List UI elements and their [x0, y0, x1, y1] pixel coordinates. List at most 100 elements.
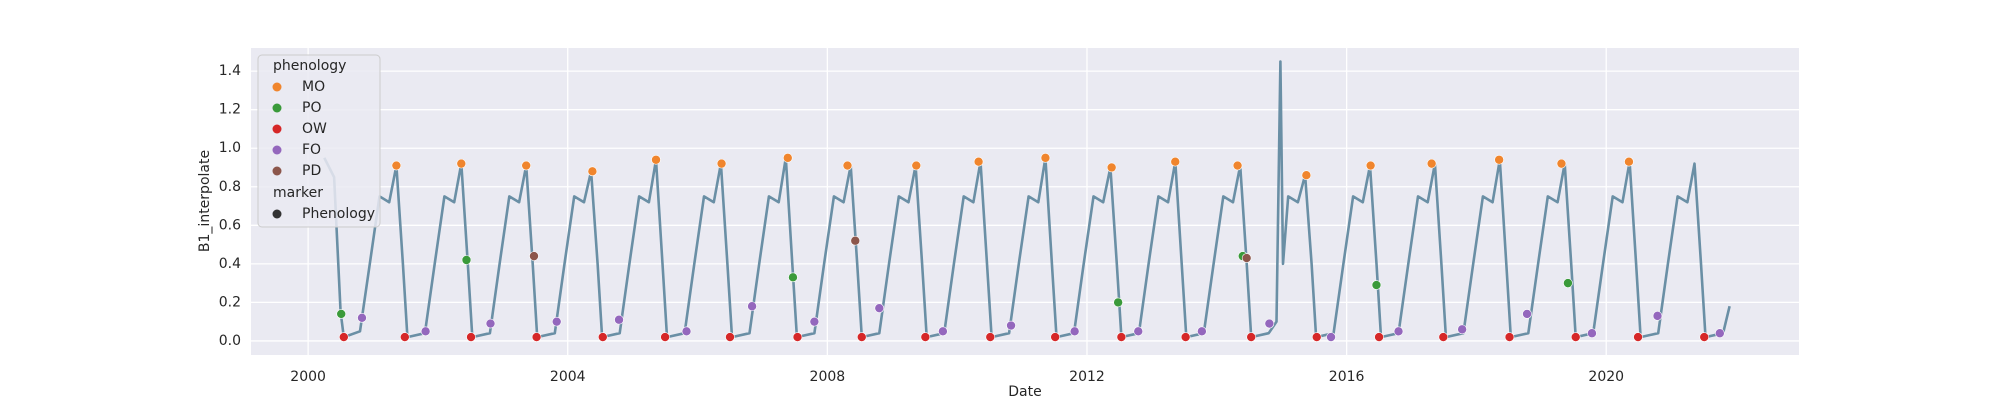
- phenology-point: [1633, 332, 1643, 342]
- x-tick-label: 2004: [550, 369, 586, 385]
- phenology-point: [920, 332, 931, 342]
- phenology-point: [938, 326, 948, 337]
- legend-marker: [272, 209, 282, 219]
- phenology-point: [1246, 332, 1256, 342]
- phenology-point: [1365, 160, 1376, 171]
- phenology-point: [788, 272, 798, 283]
- phenology-point: [587, 166, 598, 177]
- phenology-point: [1393, 326, 1404, 337]
- legend-title: marker: [273, 185, 323, 201]
- phenology-point: [1652, 311, 1663, 321]
- y-tick-label: 1.4: [219, 63, 241, 79]
- legend-marker: [272, 103, 282, 113]
- phenology-point: [551, 316, 562, 327]
- phenology-point: [1301, 170, 1312, 180]
- phenology-point: [1116, 332, 1127, 342]
- phenology-point: [1113, 297, 1123, 308]
- phenology-point: [1587, 328, 1597, 339]
- legend-marker: [272, 82, 282, 92]
- phenology-point: [1374, 332, 1384, 342]
- phenology-point: [1170, 156, 1181, 167]
- y-axis-label: B1_interpolate: [197, 150, 213, 252]
- legend-label: Phenology: [302, 206, 375, 222]
- phenology-point: [461, 255, 472, 265]
- phenology-point: [874, 303, 885, 313]
- data-line: [323, 60, 1731, 339]
- phenology-point: [597, 332, 608, 342]
- phenology-point: [1133, 326, 1144, 337]
- phenology-point: [1457, 324, 1467, 335]
- legend-label: PO: [302, 100, 321, 116]
- phenology-point: [1715, 328, 1725, 339]
- y-tick-label: 0.0: [219, 333, 241, 349]
- phenology-point: [1371, 280, 1382, 290]
- y-tick-label: 1.2: [219, 102, 241, 118]
- y-tick-label: 0.4: [219, 256, 241, 272]
- phenology-point: [747, 301, 757, 312]
- legend-marker: [272, 166, 282, 176]
- phenology-point: [420, 326, 431, 337]
- x-tick-label: 2000: [290, 369, 326, 385]
- phenology-point: [521, 160, 532, 171]
- phenology-point: [1522, 309, 1532, 319]
- phenology-point: [357, 313, 367, 323]
- phenology-point: [1069, 326, 1080, 337]
- legend-label: MO: [302, 79, 325, 95]
- phenology-point: [1264, 318, 1275, 329]
- phenology-point: [1624, 156, 1634, 167]
- phenology-point: [1438, 332, 1449, 342]
- phenology-point: [391, 160, 402, 171]
- phenology-point: [336, 309, 347, 319]
- y-tick-label: 0.8: [219, 179, 241, 195]
- phenology-point: [531, 332, 542, 342]
- phenology-point: [911, 160, 922, 171]
- phenology-point: [1563, 278, 1573, 288]
- legend-label: PD: [302, 163, 321, 179]
- phenology-point: [856, 332, 867, 342]
- phenology-point: [809, 316, 820, 327]
- phenology-point: [1570, 332, 1581, 342]
- phenology-point: [1311, 332, 1322, 342]
- y-tick-label: 0.6: [219, 217, 241, 233]
- phenology-point: [792, 332, 803, 342]
- phenology-point: [1180, 332, 1191, 342]
- phenology-point: [842, 160, 853, 171]
- phenology-point: [1326, 332, 1336, 342]
- phenology-point: [725, 332, 735, 342]
- phenology-point: [973, 156, 984, 167]
- legend-title: phenology: [273, 58, 346, 74]
- phenology-point: [850, 235, 861, 246]
- phenology-point: [1556, 158, 1567, 169]
- phenology-point: [660, 332, 670, 342]
- y-tick-label: 1.0: [219, 140, 241, 156]
- phenology-point: [400, 332, 410, 342]
- phenology-point: [1197, 326, 1207, 337]
- phenology-point: [681, 326, 692, 337]
- phenology-point: [529, 251, 539, 261]
- legend-label: OW: [302, 121, 327, 137]
- phenology-point: [651, 154, 661, 165]
- phenology-point: [1006, 320, 1016, 331]
- phenology-point: [1232, 160, 1243, 171]
- x-tick-label: 2008: [810, 369, 846, 385]
- phenology-point: [1504, 332, 1515, 342]
- phenology-point: [456, 158, 467, 169]
- phenology-point: [782, 153, 793, 163]
- legend-marker: [272, 145, 282, 155]
- x-axis-label: Date: [1008, 384, 1041, 400]
- y-tick-label: 0.2: [219, 294, 241, 310]
- phenology-point: [1494, 154, 1504, 165]
- phenology-point: [339, 332, 349, 342]
- phenology-point: [716, 158, 727, 169]
- phenology-point: [614, 314, 624, 325]
- legend-label: FO: [302, 142, 321, 158]
- phenology-point: [1050, 332, 1060, 342]
- x-tick-label: 2016: [1329, 369, 1365, 385]
- x-tick-label: 2012: [1069, 369, 1105, 385]
- phenology-point: [485, 318, 496, 329]
- phenology-point: [985, 332, 996, 342]
- phenology-point: [1699, 332, 1710, 342]
- phenology-point: [1426, 158, 1437, 169]
- phenology-point: [1241, 253, 1252, 263]
